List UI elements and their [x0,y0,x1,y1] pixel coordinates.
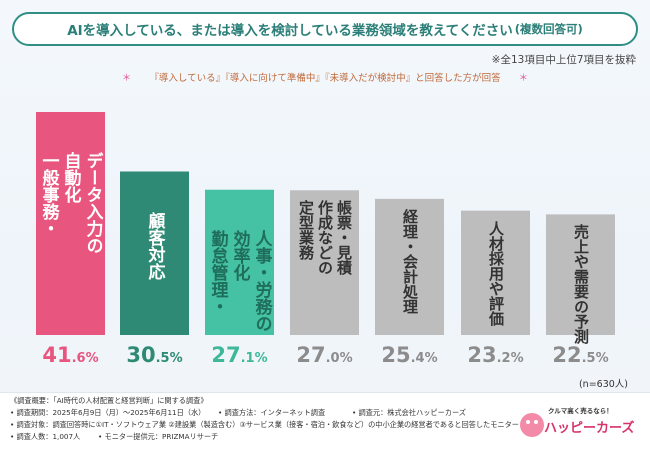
value-label-forms-quotes: 27.0% [285,343,365,367]
star-right: ＊ [518,73,529,84]
logo-name: ハッピーカーズ [544,421,635,436]
bar-recruiting [461,210,530,335]
value-decimal: .4% [410,351,438,366]
value-label-forecast: 22.5% [541,343,621,367]
value-integer: 41 [42,343,72,367]
value-integer: 27 [296,343,326,367]
value-label-hr-labor: 27.1% [200,343,280,367]
category-label-hr-labor: 人事・労務の 効率化 勤怠管理・ [207,229,272,332]
category-label-recruiting: 人材採用や評価 [487,220,505,326]
value-decimal: .2% [496,351,524,366]
bar-chart [36,112,615,335]
category-label-forecast: 売上や需要の予測 [572,224,590,345]
value-integer: 27 [211,343,241,367]
star-left: ＊ [121,73,132,84]
happycars-logo: クルマ高く売るなら！ ハッピーカーズ [520,403,638,443]
top-note: ※全13項目中上位7項目を抜粋 [491,54,636,66]
sample-size-note: (n=630人) [578,379,628,390]
mascot-icon [520,413,544,437]
category-label-accounting: 経理・会計処理 [401,208,419,314]
value-decimal: .5% [581,351,609,366]
chart-title-sub: (複数回答可) [514,22,583,36]
value-integer: 30 [126,343,156,367]
survey-overview: 《調査概要：「AI時代の人材配置と経営判断」に関する調査》 [10,396,208,405]
logo-tagline: クルマ高く売るなら！ [548,407,613,415]
bar-forms-quotes [290,190,359,335]
value-integer: 22 [552,343,582,367]
chart-title-box: AIを導入している、または導入を検討している業務領域を教えてください (複数回答… [12,12,638,46]
value-label-recruiting: 23.2% [456,343,536,367]
chart-title: AIを導入している、または導入を検討している業務領域を教えてください [67,23,513,39]
category-label-customer-support: 顧客対応 [144,211,165,280]
category-label-forms-quotes: 帳票・見積 作成などの 定型業務 [297,200,353,276]
bar-accounting [375,198,444,335]
value-decimal: .5% [155,351,183,366]
survey-period: • 調査期間：2025年6月9日（月）～2025年6月11日（水） [10,408,206,417]
survey-target: • 調査対象：調査回答時に①IT・ソフトウェア業 ②建設業（製造含む）③サービス… [10,420,519,429]
value-decimal: .6% [71,351,99,366]
monitor-provider: • モニター提供元：PRIZMAリサーチ [98,432,219,441]
bar-customer-support [120,171,189,335]
respondent-note: ＊ 『導入している』『導入に向けて準備中』『未導入だが検討中』と回答した方が回答 ＊ [0,70,650,84]
value-integer: 25 [381,343,411,367]
bar-hr-labor [205,189,274,335]
value-decimal: .1% [240,351,268,366]
survey-source: • 調査元：株式会社ハッピーカーズ [352,408,466,417]
survey-footer: 《調査概要：「AI時代の人材配置と経営判断」に関する調査》 • 調査期間：202… [0,392,650,450]
value-label-accounting: 25.4% [370,343,450,367]
category-label-data-entry: データ入力の 自動化 一般事務・ [38,152,103,254]
survey-method: • 調査方法：インターネット調査 [218,408,326,417]
value-label-data-entry: 41.6% [31,343,111,367]
value-decimal: .0% [325,351,353,366]
survey-count: • 調査人数：1,007人 [10,432,81,441]
value-integer: 23 [467,343,497,367]
value-label-customer-support: 30.5% [115,343,195,367]
bar-forecast [546,214,615,335]
respondent-note-text: 『導入している』『導入に向けて準備中』『未導入だが検討中』と回答した方が回答 [149,73,501,84]
bar-data-entry [36,112,105,335]
